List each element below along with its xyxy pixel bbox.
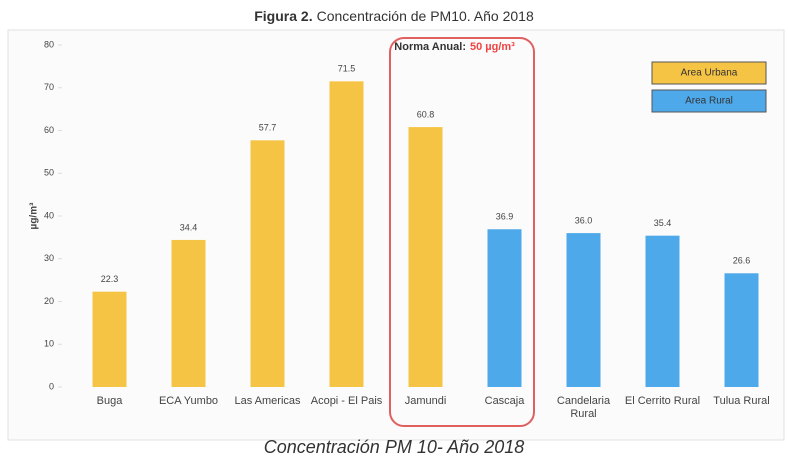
y-tick-label: 30 <box>44 253 54 263</box>
value-label: 71.5 <box>338 64 356 74</box>
value-label: 57.7 <box>259 123 277 133</box>
bar <box>329 81 364 388</box>
bar <box>487 229 522 387</box>
value-label: 36.9 <box>496 212 514 222</box>
legend-label: Area Rural <box>685 96 733 107</box>
value-label: 34.4 <box>180 222 198 232</box>
y-tick-label: 40 <box>44 210 54 220</box>
caption: Concentración PM 10- Año 2018 <box>264 437 525 457</box>
bar <box>566 233 601 387</box>
value-label: 35.4 <box>654 218 672 228</box>
legend-label: Area Urbana <box>681 68 738 79</box>
bar <box>645 235 680 387</box>
chart-title-prefix: Figura 2. <box>254 8 312 24</box>
x-tick-label: Cascaja <box>484 395 525 407</box>
x-tick-label: Jamundi <box>404 395 447 407</box>
bar <box>408 127 443 387</box>
y-axis-label: µg/m³ <box>29 202 40 230</box>
bar <box>250 140 285 387</box>
y-tick-label: 60 <box>44 125 54 135</box>
value-label: 36.0 <box>575 215 593 225</box>
y-tick-label: 50 <box>44 168 54 178</box>
y-tick-label: 70 <box>44 82 54 92</box>
x-tick-label: Acopi - El Pais <box>310 395 383 407</box>
bar <box>724 273 759 387</box>
value-label: 26.6 <box>733 256 751 266</box>
x-tick-label: ECA Yumbo <box>158 395 219 407</box>
annotation-value: 50 µg/m³ <box>470 41 515 53</box>
x-tick-label: Las Americas <box>234 395 301 407</box>
x-tick-label: Buga <box>96 395 123 407</box>
chart-title: Concentración de PM10. Año 2018 <box>317 8 534 24</box>
chart-title-wrap: Figura 2. Concentración de PM10. Año 2018 <box>254 8 534 24</box>
y-tick-label: 0 <box>49 381 54 391</box>
bar <box>92 291 127 387</box>
bar <box>171 239 206 387</box>
y-tick-label: 20 <box>44 296 54 306</box>
value-label: 60.8 <box>417 109 435 119</box>
legend-swatch <box>651 89 767 113</box>
x-tick-label: Candelaria Rural <box>556 395 611 420</box>
annotation-label: Norma Anual: <box>394 41 466 53</box>
value-label: 22.3 <box>101 274 119 284</box>
y-tick-label: 80 <box>44 39 54 49</box>
y-tick-label: 10 <box>44 339 54 349</box>
x-tick-label: El Cerrito Rural <box>624 395 701 407</box>
legend-swatch <box>651 61 767 85</box>
highlight-box <box>389 37 535 427</box>
x-tick-label: Tulua Rural <box>713 395 770 407</box>
